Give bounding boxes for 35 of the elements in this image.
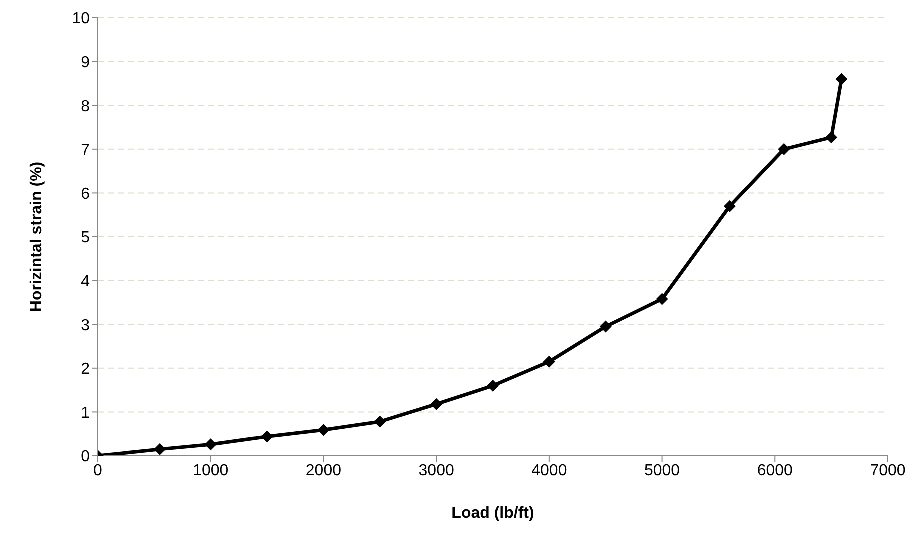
x-tick-label: 1000 [193,462,229,480]
point [374,416,386,428]
y-axis-title: Horizintal strain (%) [28,162,46,312]
y-tick-label: 3 [81,317,90,334]
x-tick-label: 5000 [644,462,680,480]
point [261,430,274,443]
y-tick-label: 8 [81,98,90,116]
y-tick-label: 0 [81,448,90,466]
x-tick-label: 4000 [532,462,568,480]
point [656,293,668,306]
point [600,320,612,333]
x-tick-label: 6000 [757,462,794,480]
x-tick-label: 2000 [306,462,342,480]
point [204,438,217,451]
y-tick-label: 10 [72,10,90,28]
y-tick-label: 1 [81,404,90,422]
point [318,424,330,436]
x-tick-label: 0 [94,462,103,480]
y-tick-label: 6 [81,186,90,203]
point [487,380,499,392]
x-tick-label: 3000 [418,462,454,480]
y-tick-label: 4 [81,273,90,290]
point [836,73,848,86]
point [826,132,838,144]
x-tick-label: 7000 [870,462,906,480]
y-tick-label: 7 [81,142,90,160]
point [724,200,736,212]
x-axis-title: Load (lb/ft) [452,505,534,522]
y-tick-label: 2 [81,361,90,378]
point [154,443,166,456]
point [430,398,443,410]
point [543,356,556,368]
y-tick-label: 9 [81,54,90,72]
y-tick-label: 5 [81,230,90,247]
point [778,143,790,156]
